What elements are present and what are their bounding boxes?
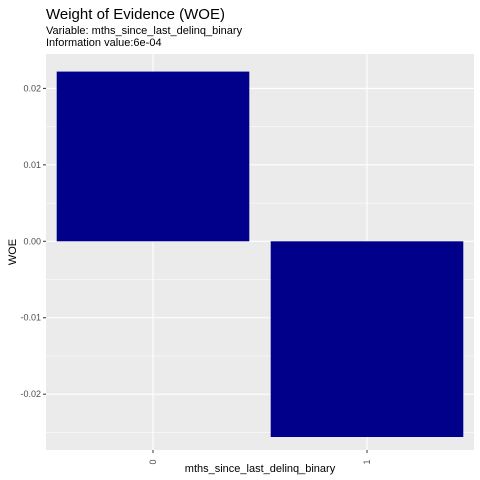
chart-title: Weight of Evidence (WOE) bbox=[46, 6, 225, 23]
y-tick-label: -0.02 bbox=[20, 389, 41, 399]
bar-0 bbox=[56, 71, 250, 242]
x-tick-label: 1 bbox=[362, 459, 372, 464]
y-tick-label: -0.01 bbox=[20, 313, 41, 323]
y-axis-title: WOE bbox=[7, 239, 19, 265]
y-tick-label: 0.01 bbox=[23, 160, 41, 170]
y-axis-ticks: 0.02 0.01 0.00 -0.01 -0.02 bbox=[20, 83, 46, 399]
chart-subtitle-information-value: Information value:6e-04 bbox=[46, 37, 162, 49]
bars bbox=[56, 71, 464, 438]
x-tick-label: 0 bbox=[148, 459, 158, 464]
y-tick-label: 0.00 bbox=[23, 236, 41, 246]
x-axis-title: mths_since_last_delinq_binary bbox=[185, 463, 336, 475]
bar-1 bbox=[270, 241, 464, 438]
chart-subtitle-variable: Variable: mths_since_last_delinq_binary bbox=[46, 25, 243, 37]
y-tick-label: 0.02 bbox=[23, 83, 41, 93]
